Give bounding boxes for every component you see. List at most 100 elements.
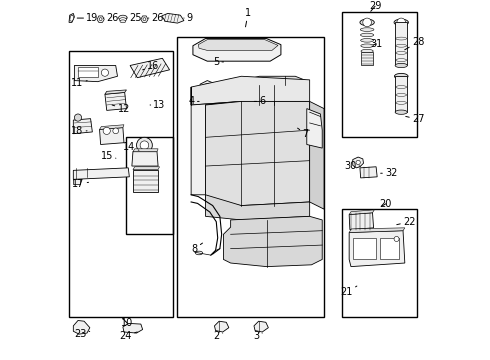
Text: 13: 13: [150, 100, 166, 110]
Bar: [177, 37, 324, 317]
Polygon shape: [97, 16, 104, 22]
Ellipse shape: [361, 44, 373, 48]
Ellipse shape: [395, 63, 407, 68]
Polygon shape: [245, 84, 295, 105]
Polygon shape: [349, 231, 405, 267]
Text: 16: 16: [143, 61, 160, 71]
Text: 28: 28: [405, 37, 424, 50]
Circle shape: [356, 160, 360, 165]
Polygon shape: [191, 87, 242, 195]
Bar: [395, 76, 407, 112]
Text: 27: 27: [406, 114, 424, 124]
Text: 3: 3: [253, 330, 262, 341]
Bar: [342, 12, 417, 137]
Polygon shape: [74, 66, 118, 82]
Bar: [69, 51, 173, 317]
Text: 11: 11: [71, 78, 87, 89]
Polygon shape: [70, 15, 74, 21]
Ellipse shape: [360, 28, 374, 31]
Text: 5: 5: [213, 57, 223, 67]
Text: 9: 9: [184, 13, 193, 23]
Polygon shape: [69, 13, 74, 22]
Polygon shape: [360, 167, 377, 178]
Polygon shape: [223, 216, 322, 267]
Text: 17: 17: [72, 179, 89, 189]
Polygon shape: [74, 119, 92, 134]
Text: 8: 8: [192, 243, 202, 254]
Text: 4: 4: [189, 96, 199, 107]
Bar: [395, 22, 407, 66]
Text: 31: 31: [370, 39, 383, 49]
Circle shape: [103, 127, 110, 134]
Text: 10: 10: [121, 318, 133, 328]
Text: 26: 26: [103, 13, 119, 23]
Polygon shape: [205, 102, 310, 206]
Ellipse shape: [120, 20, 126, 23]
Polygon shape: [205, 195, 310, 220]
Bar: [342, 209, 417, 317]
Polygon shape: [133, 167, 160, 170]
Circle shape: [397, 18, 406, 27]
Polygon shape: [105, 93, 126, 111]
Ellipse shape: [361, 49, 373, 53]
Ellipse shape: [361, 33, 374, 37]
Text: 20: 20: [380, 199, 392, 209]
Bar: [78, 67, 98, 77]
Text: 23: 23: [74, 329, 90, 339]
Polygon shape: [99, 128, 124, 144]
Polygon shape: [245, 76, 306, 85]
Text: 6: 6: [254, 96, 266, 107]
Circle shape: [363, 18, 371, 27]
Circle shape: [394, 237, 399, 242]
Polygon shape: [349, 213, 373, 230]
Ellipse shape: [395, 110, 407, 114]
Text: 30: 30: [344, 161, 360, 171]
Bar: [380, 238, 399, 259]
Polygon shape: [349, 228, 405, 233]
Polygon shape: [162, 13, 184, 23]
Polygon shape: [254, 321, 269, 332]
Ellipse shape: [360, 19, 374, 26]
Polygon shape: [193, 39, 281, 61]
Polygon shape: [353, 157, 364, 168]
Polygon shape: [191, 76, 310, 105]
Polygon shape: [310, 102, 324, 209]
Polygon shape: [105, 90, 126, 94]
Text: 24: 24: [120, 330, 137, 341]
Ellipse shape: [196, 251, 203, 255]
Text: 12: 12: [112, 104, 130, 114]
Circle shape: [74, 114, 81, 121]
Polygon shape: [132, 152, 158, 166]
Ellipse shape: [119, 15, 127, 20]
Text: 19: 19: [77, 13, 98, 23]
Text: 2: 2: [214, 330, 222, 341]
Circle shape: [140, 141, 149, 149]
Polygon shape: [295, 81, 306, 105]
Ellipse shape: [394, 19, 409, 26]
Polygon shape: [198, 40, 278, 50]
Text: 26: 26: [148, 13, 164, 23]
Text: 1: 1: [245, 8, 251, 27]
Polygon shape: [123, 323, 143, 333]
Polygon shape: [215, 321, 229, 332]
Polygon shape: [307, 109, 322, 148]
Text: 15: 15: [100, 151, 116, 161]
Polygon shape: [349, 210, 374, 215]
Text: 25: 25: [126, 13, 142, 23]
Text: 32: 32: [381, 168, 397, 178]
Polygon shape: [74, 320, 90, 334]
Ellipse shape: [119, 18, 126, 21]
Polygon shape: [99, 125, 124, 130]
Polygon shape: [141, 16, 148, 22]
Ellipse shape: [394, 73, 408, 79]
Bar: [353, 238, 376, 259]
Text: 21: 21: [341, 286, 357, 297]
Bar: [126, 137, 173, 234]
Circle shape: [204, 84, 210, 89]
Circle shape: [101, 69, 108, 76]
Text: 18: 18: [71, 126, 87, 136]
Text: 7: 7: [297, 128, 309, 139]
Polygon shape: [130, 58, 170, 78]
Polygon shape: [74, 168, 129, 179]
Bar: [361, 52, 373, 66]
